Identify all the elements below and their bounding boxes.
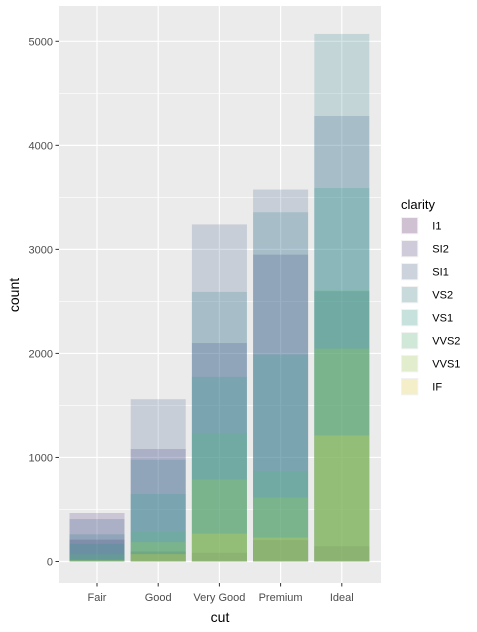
bar: [191, 376, 247, 562]
legend-label: VVS1: [432, 359, 460, 371]
legend-label: SI2: [432, 244, 449, 256]
bar: [130, 531, 186, 562]
legend-key: [402, 264, 418, 280]
y-axis: 0 1000 2000 3000 4000 5000: [29, 36, 59, 569]
bar: [253, 497, 309, 562]
bar: [191, 433, 247, 562]
bar: [191, 552, 247, 562]
bar: [191, 479, 247, 562]
legend-key: [402, 287, 418, 303]
y-tick-label: 0: [47, 557, 53, 569]
legend-key-background: [401, 263, 419, 281]
legend-key: [402, 333, 418, 349]
x-axis-title: cut: [211, 609, 230, 625]
x-tick-label: Fair: [88, 592, 107, 604]
legend-key-background: [401, 309, 419, 327]
bar: [69, 513, 125, 562]
bar: [69, 534, 125, 562]
legend-label: VS2: [432, 290, 453, 302]
bar: [130, 459, 186, 562]
bar: [191, 224, 247, 562]
y-axis-title: count: [6, 278, 22, 312]
bar: [253, 354, 309, 562]
legend-label: SI1: [432, 267, 449, 279]
x-tick-label: Ideal: [330, 592, 354, 604]
legend: clarity I1 SI2 SI1 VS2 VS1 VVS2 VVS1 IF: [401, 197, 460, 396]
bar: [314, 188, 370, 562]
grid-minor: [59, 93, 381, 510]
x-tick-label: Premium: [259, 592, 303, 604]
legend-key-background: [401, 378, 419, 396]
bar: [69, 519, 125, 562]
bar: [130, 399, 186, 562]
bar: [253, 254, 309, 562]
plot-panel: [59, 6, 381, 583]
bar: [314, 435, 370, 562]
bar: [69, 559, 125, 562]
bar: [191, 533, 247, 562]
legend-key: [402, 379, 418, 395]
bar: [253, 212, 309, 562]
bar: [69, 560, 125, 562]
bar: [130, 551, 186, 562]
y-tick-label: 3000: [29, 244, 53, 256]
bar: [130, 554, 186, 562]
legend-key: [402, 218, 418, 234]
bar: [130, 449, 186, 562]
legend-label: VVS2: [432, 336, 460, 348]
legend-label: I1: [432, 221, 441, 233]
bar: [69, 554, 125, 562]
legend-title: clarity: [401, 197, 435, 212]
legend-label: VS1: [432, 313, 453, 325]
legend-key-background: [401, 332, 419, 350]
bar: [69, 539, 125, 562]
legend-key-background: [401, 286, 419, 304]
bar: [130, 494, 186, 562]
x-tick-label: Very Good: [193, 592, 245, 604]
bar: [191, 291, 247, 562]
x-axis: Fair Good Very Good Premium Ideal: [88, 583, 354, 604]
y-tick-label: 1000: [29, 452, 53, 464]
legend-key: [402, 241, 418, 257]
bars: [69, 33, 370, 562]
legend-key: [402, 356, 418, 372]
legend-key-background: [401, 355, 419, 373]
bar: [314, 291, 370, 562]
bar: [314, 290, 370, 562]
bar: [191, 343, 247, 562]
bar: [69, 543, 125, 562]
y-tick-label: 4000: [29, 140, 53, 152]
bar: [253, 470, 309, 562]
bar: [130, 542, 186, 562]
bar: [314, 33, 370, 562]
y-tick-label: 5000: [29, 36, 53, 48]
legend-key-background: [401, 217, 419, 235]
legend-key: [402, 310, 418, 326]
bar: [314, 348, 370, 562]
bar: [253, 537, 309, 562]
bar: [253, 189, 309, 562]
legend-key-background: [401, 240, 419, 258]
bar: [314, 546, 370, 562]
grid-major: [59, 6, 381, 583]
legend-label: IF: [432, 382, 442, 394]
y-tick-label: 2000: [29, 348, 53, 360]
bar: [253, 540, 309, 562]
x-tick-label: Good: [145, 592, 172, 604]
bar: [314, 116, 370, 562]
